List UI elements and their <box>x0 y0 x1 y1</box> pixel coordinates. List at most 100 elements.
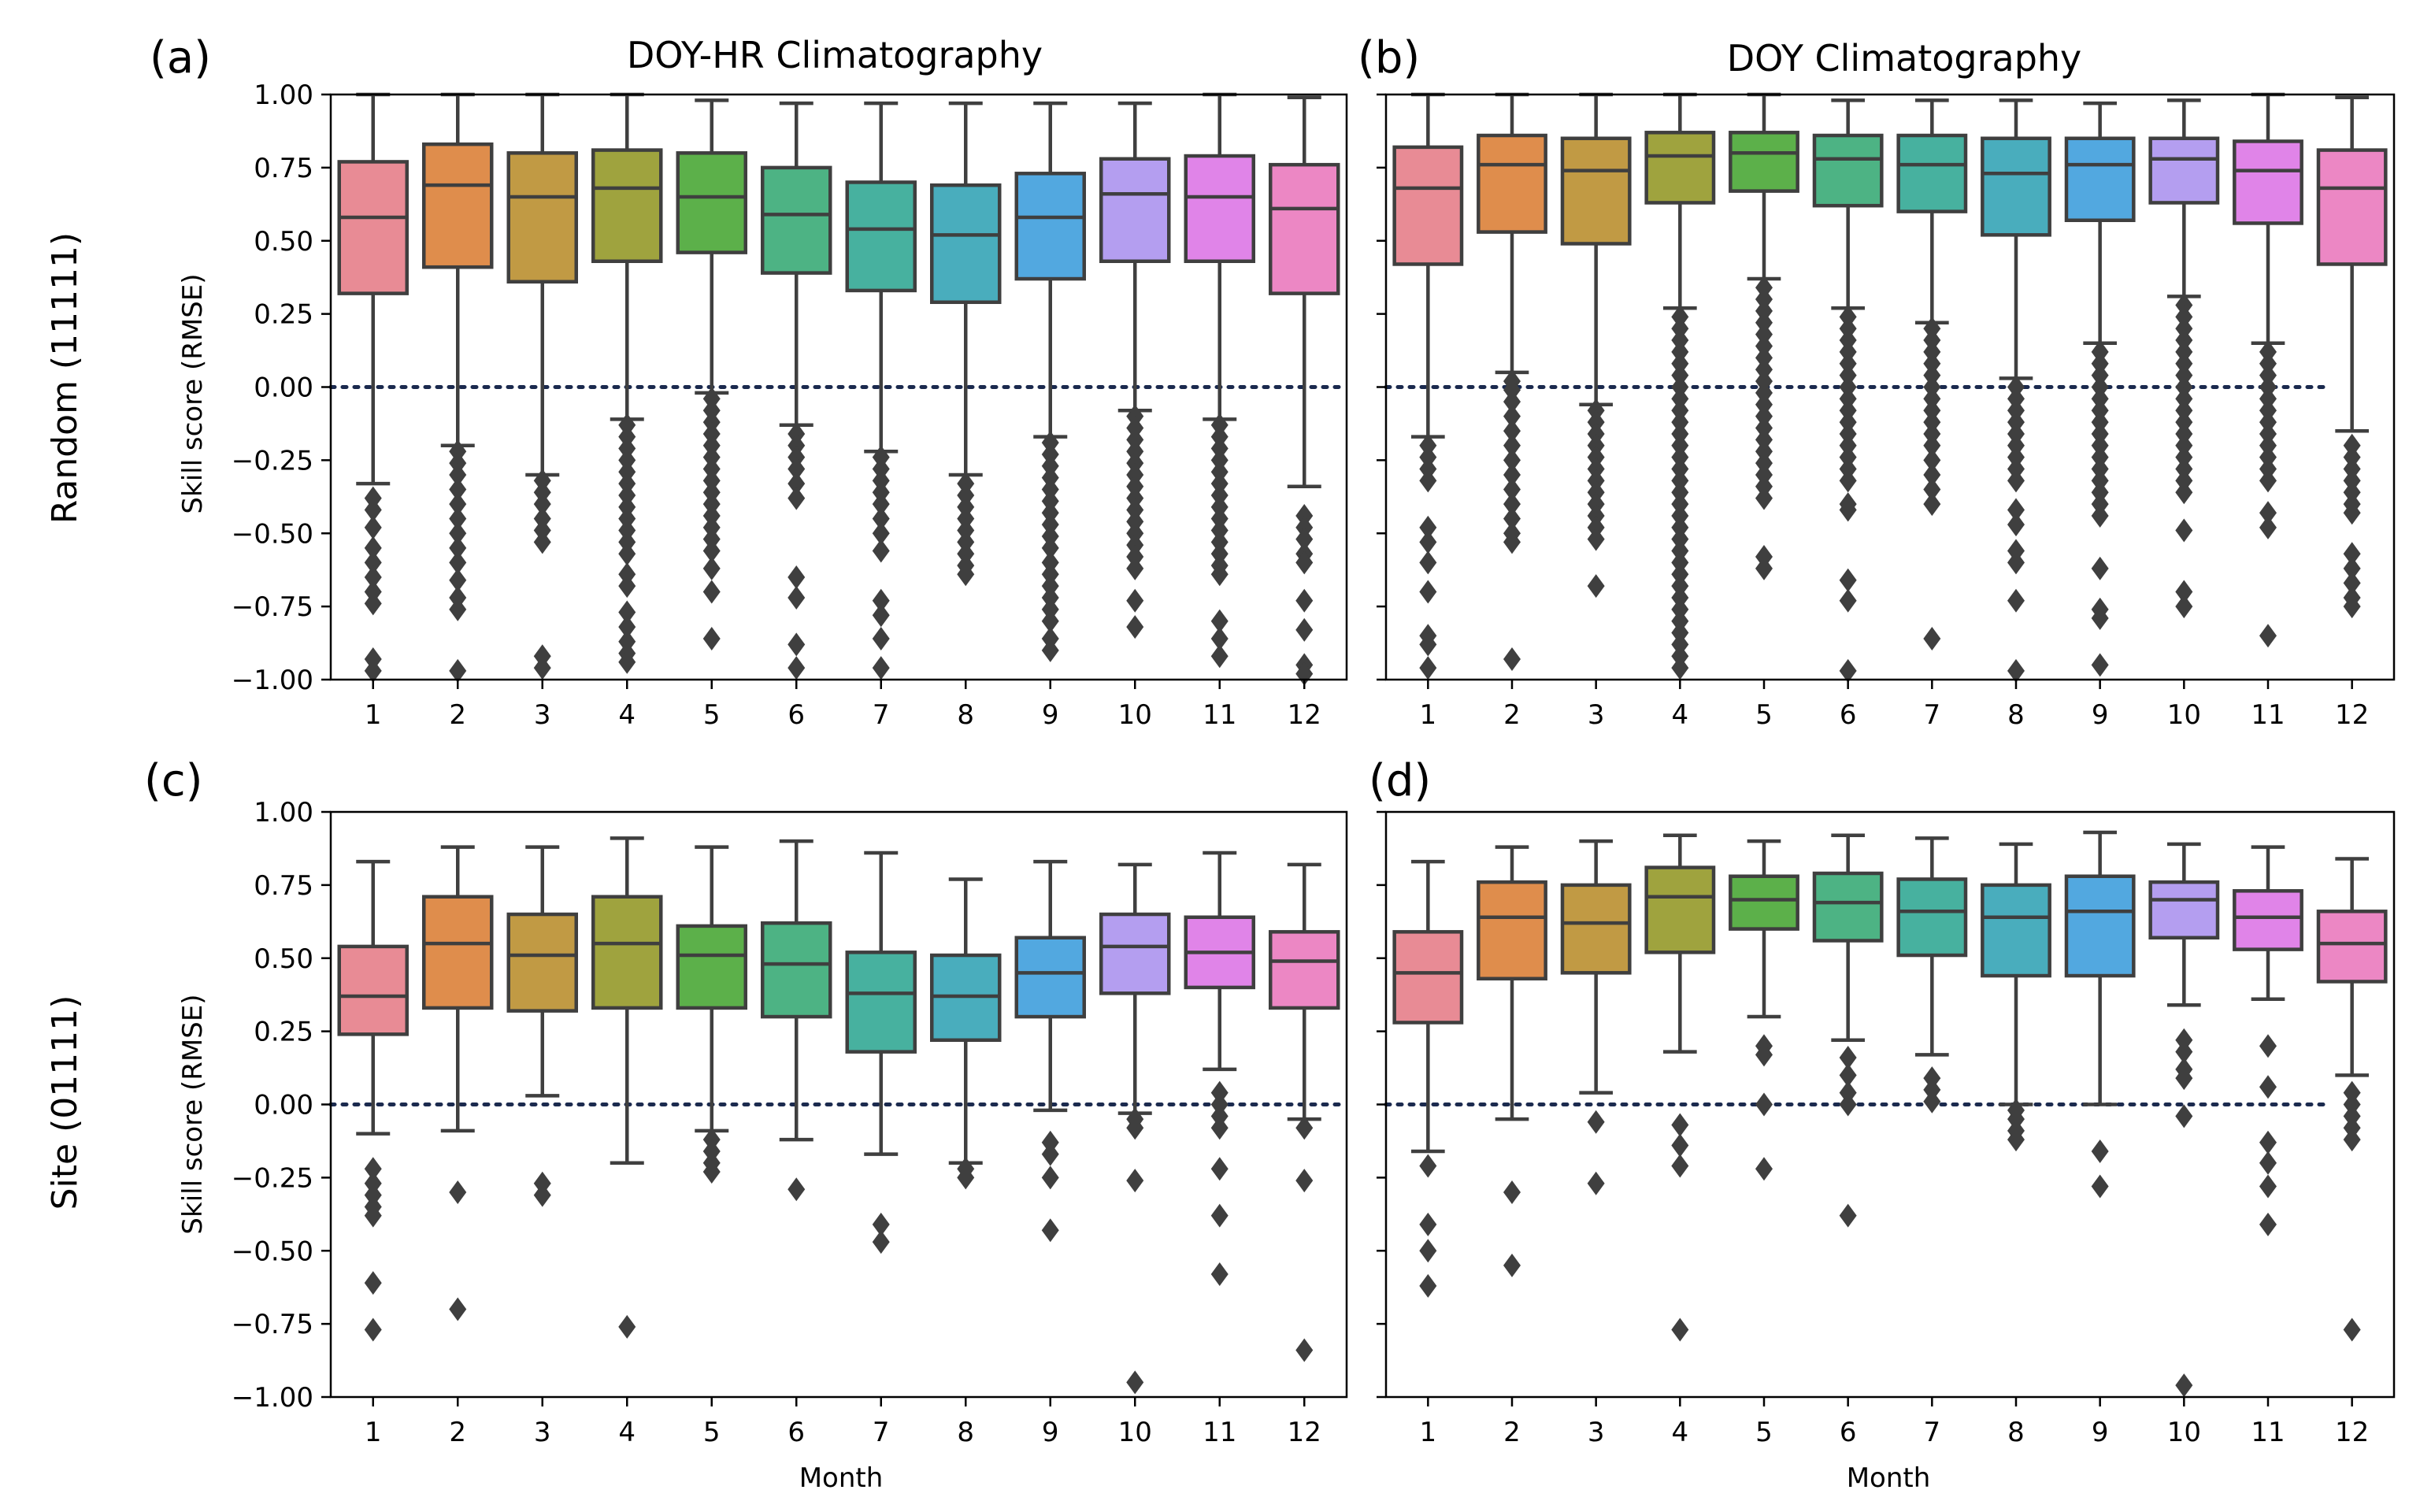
panel-d-xtick-label: 7 <box>1924 1417 1941 1448</box>
panel-d-xlabel: Month <box>1847 1462 1931 1494</box>
column-title-left: DOY-HR Climatography <box>627 34 1043 76</box>
panel-d-xtick-label: 1 <box>1420 1417 1437 1448</box>
outlier-marker <box>1210 1262 1229 1286</box>
outlier-marker <box>449 568 467 592</box>
row-label-top: Random (11111) <box>45 232 85 524</box>
iqr-box <box>2064 136 2136 222</box>
panel-a-ytick-label: 0.00 <box>254 372 313 404</box>
panel-a-ytick-label: 0.50 <box>254 226 313 258</box>
iqr-box <box>2233 889 2303 951</box>
outlier-marker <box>449 658 467 683</box>
panel-d-box-month-4 <box>1644 833 1716 1342</box>
iqr-box <box>1729 874 1799 931</box>
outlier-marker <box>788 656 806 680</box>
panel-c-xtick-label: 6 <box>788 1417 805 1448</box>
outlier-marker <box>1419 550 1437 575</box>
panel-a-ytick-label: 1.00 <box>254 80 313 111</box>
outlier-marker <box>1587 574 1605 598</box>
outlier-marker <box>1503 492 1521 517</box>
panel-a-box-month-6 <box>761 101 832 680</box>
panel-b-xtick-label: 8 <box>2007 699 2025 731</box>
panel-a-xtick-label: 9 <box>1042 699 1059 731</box>
outlier-marker <box>2259 624 2277 648</box>
outlier-marker <box>1587 1110 1605 1134</box>
panel-c: (c) Skill score (RMSE) Month 1.00 0.75 0.5… <box>144 755 1349 1494</box>
outlier-marker <box>1923 626 1941 650</box>
outlier-marker <box>788 486 806 510</box>
panel-a-xtick-label: 11 <box>1203 699 1236 731</box>
panel-a-ytick-label: 0.25 <box>254 299 313 331</box>
panel-c-xtick-label: 8 <box>957 1417 974 1448</box>
outlier-marker <box>449 477 467 502</box>
panel-c-label: (c) <box>144 755 202 806</box>
column-title-right: DOY Climatography <box>1727 37 2082 80</box>
outlier-marker <box>1210 644 1229 669</box>
iqr-box <box>1896 877 1968 958</box>
iqr-box <box>506 912 578 1013</box>
outlier-marker <box>2007 513 2025 537</box>
outlier-marker <box>872 506 890 531</box>
outlier-marker <box>1839 1046 1857 1070</box>
panel-b-box-month-1 <box>1392 92 1464 680</box>
panel-d-box-month-12 <box>2316 857 2388 1342</box>
panel-a-ytick-label: −0.25 <box>232 445 313 476</box>
outlier-marker <box>788 632 806 657</box>
outlier-marker <box>1419 530 1437 554</box>
panel-d-box-month-2 <box>1477 845 1547 1277</box>
outlier-marker <box>1839 1063 1857 1088</box>
outlier-marker <box>1419 515 1437 539</box>
panel-a-box-month-5 <box>676 98 747 650</box>
outlier-marker <box>449 521 467 546</box>
panel-c-box-month-4 <box>591 836 663 1339</box>
outlier-marker <box>2091 653 2109 677</box>
outlier-marker <box>872 588 890 613</box>
outlier-marker <box>1126 1370 1144 1395</box>
panel-a-box-month-9 <box>1014 101 1086 662</box>
outlier-marker <box>2175 518 2193 543</box>
iqr-box <box>506 151 578 284</box>
outlier-marker <box>788 565 806 589</box>
panel-b-xtick-label: 1 <box>1420 699 1437 731</box>
outlier-marker <box>1587 527 1605 551</box>
outlier-marker <box>2343 556 2361 580</box>
panel-b-box-month-3 <box>1560 92 1632 598</box>
panel-c-xtick-label: 7 <box>873 1417 890 1448</box>
outlier-marker <box>1755 1043 1773 1067</box>
outlier-marker <box>449 536 467 560</box>
outlier-marker <box>788 457 806 481</box>
panel-c-xtick-label: 3 <box>534 1417 551 1448</box>
outlier-marker <box>1503 390 1521 414</box>
outlier-marker <box>2259 1151 2277 1175</box>
outlier-marker <box>2175 595 2193 619</box>
panel-c-ytick-label: 1.00 <box>254 797 313 828</box>
panel-c-ytick-label: 0.00 <box>254 1090 313 1121</box>
outlier-marker <box>1419 1154 1437 1178</box>
outlier-marker <box>2175 1040 2193 1064</box>
outlier-marker <box>449 462 467 487</box>
outlier-marker <box>1839 498 1857 522</box>
outlier-marker <box>2175 480 2193 505</box>
iqr-box <box>1560 883 1632 975</box>
outlier-marker <box>449 597 467 621</box>
iqr-box <box>676 924 747 1010</box>
outlier-marker <box>1041 609 1059 633</box>
panel-d-xtick-label: 4 <box>1672 1417 1689 1448</box>
outlier-marker <box>957 562 975 587</box>
iqr-box <box>337 160 409 295</box>
outlier-marker <box>2091 606 2109 630</box>
panel-c-box-month-1 <box>337 859 409 1342</box>
outlier-marker <box>533 656 551 680</box>
iqr-box <box>1644 131 1716 205</box>
outlier-marker <box>2259 1130 2277 1154</box>
panel-d-label: (d) <box>1369 755 1431 806</box>
panel-b-box-month-12 <box>2316 95 2388 619</box>
panel-c-ytick-label: 0.50 <box>254 943 313 975</box>
outlier-marker <box>1419 580 1437 604</box>
panel-d-box-month-7 <box>1896 836 1968 1114</box>
iqr-box <box>2064 874 2136 978</box>
panel-d-box-month-9 <box>2064 830 2136 1199</box>
outlier-marker <box>1210 562 1229 587</box>
panel-c-ytick-label: −1.00 <box>232 1382 313 1414</box>
iqr-box <box>1099 157 1171 264</box>
